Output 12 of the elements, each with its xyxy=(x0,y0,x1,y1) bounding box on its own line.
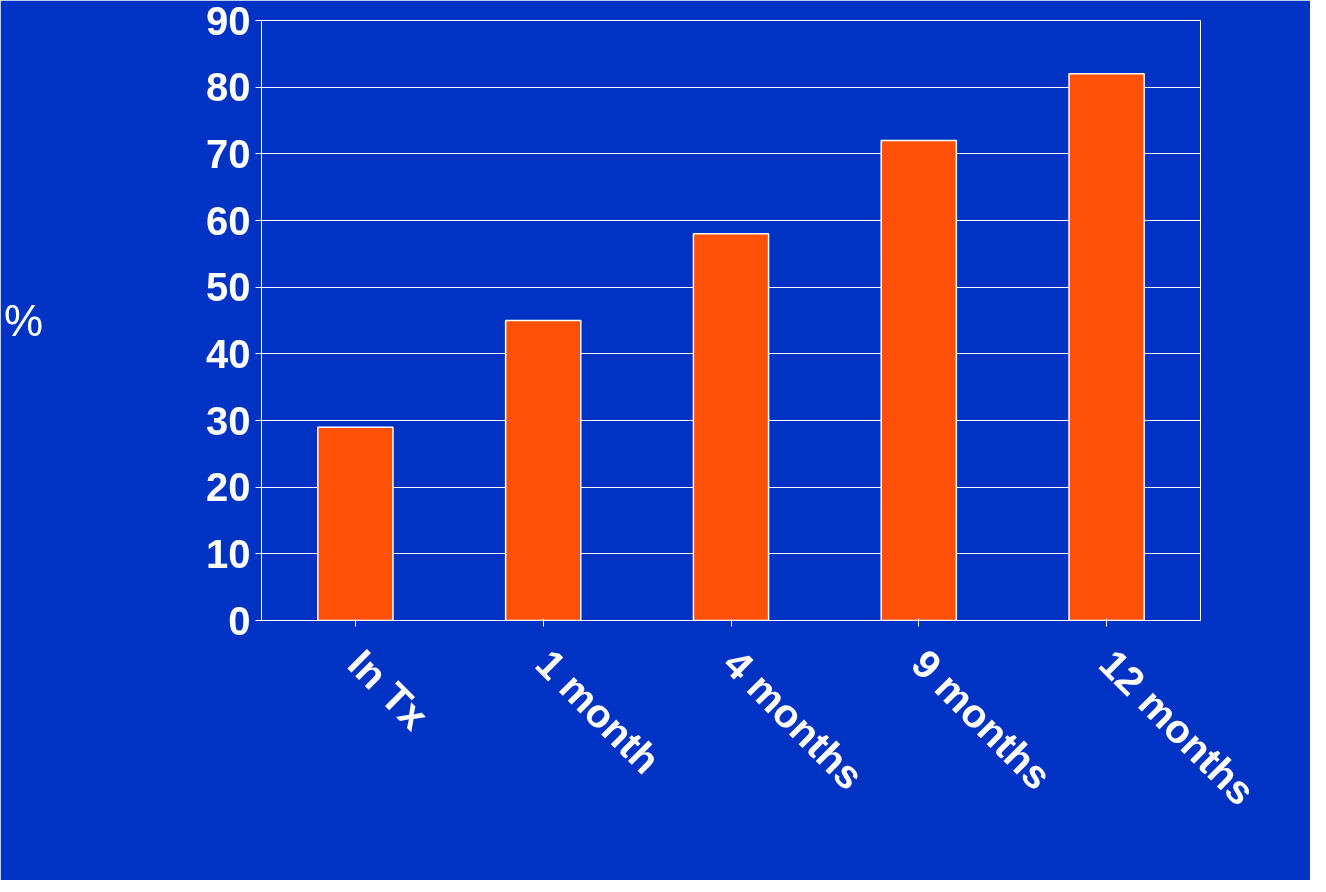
x-tick-label: In Tx xyxy=(339,640,437,739)
y-tick-label: 90 xyxy=(206,0,251,43)
y-tick-label: 80 xyxy=(206,65,251,110)
y-tick-label: 10 xyxy=(206,531,251,576)
y-tick-label: 30 xyxy=(206,398,251,443)
y-tick-label: 0 xyxy=(228,598,251,643)
y-tick-label: 70 xyxy=(206,131,251,176)
y-tick-label: 50 xyxy=(206,265,251,310)
y-tick-label: 60 xyxy=(206,198,251,243)
y-axis-title: % xyxy=(3,296,44,345)
y-tick-label: 20 xyxy=(206,465,251,510)
y-tick-label: 40 xyxy=(206,331,251,376)
